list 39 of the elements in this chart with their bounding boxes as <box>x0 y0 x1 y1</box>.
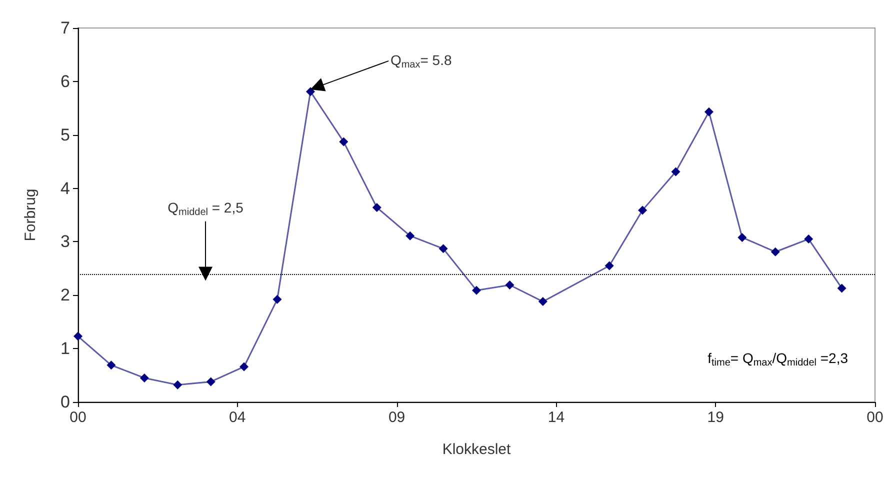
point <box>804 234 814 244</box>
point <box>837 284 846 293</box>
point <box>406 231 415 240</box>
x-tick-label: 00 <box>866 409 884 426</box>
y-tick-label: 2 <box>60 286 70 305</box>
point <box>339 137 348 146</box>
point <box>704 107 714 116</box>
point <box>372 203 382 212</box>
point <box>240 362 249 372</box>
point <box>206 377 216 386</box>
y-tick-label: 5 <box>60 125 70 144</box>
point <box>173 380 182 390</box>
x-tick-label: 09 <box>388 409 406 426</box>
point <box>306 87 315 96</box>
point <box>770 247 780 256</box>
y-tick-label: 6 <box>60 72 70 91</box>
x-tick-label: 00 <box>70 409 86 426</box>
x-tick-label: 14 <box>548 409 565 426</box>
x-tick-label: 19 <box>707 409 724 426</box>
point <box>671 167 680 176</box>
y-tick-label: 4 <box>60 178 70 198</box>
point <box>140 373 149 382</box>
point <box>738 232 747 242</box>
y-tick-label: 0 <box>60 392 70 412</box>
point <box>272 294 282 304</box>
x-tick-label: 04 <box>229 409 246 426</box>
point <box>106 360 116 370</box>
point <box>638 206 648 215</box>
y-axis-title: Forbrug <box>22 188 39 242</box>
point <box>505 280 514 290</box>
point <box>604 261 614 270</box>
point <box>538 297 548 306</box>
point <box>74 332 82 341</box>
point <box>472 286 481 295</box>
point <box>438 244 448 254</box>
y-tick-label: 7 <box>60 18 70 38</box>
y-tick-label: 3 <box>60 232 70 252</box>
x-axis-title: Klokkeslet <box>442 441 512 458</box>
y-tick-label: 1 <box>60 339 70 358</box>
